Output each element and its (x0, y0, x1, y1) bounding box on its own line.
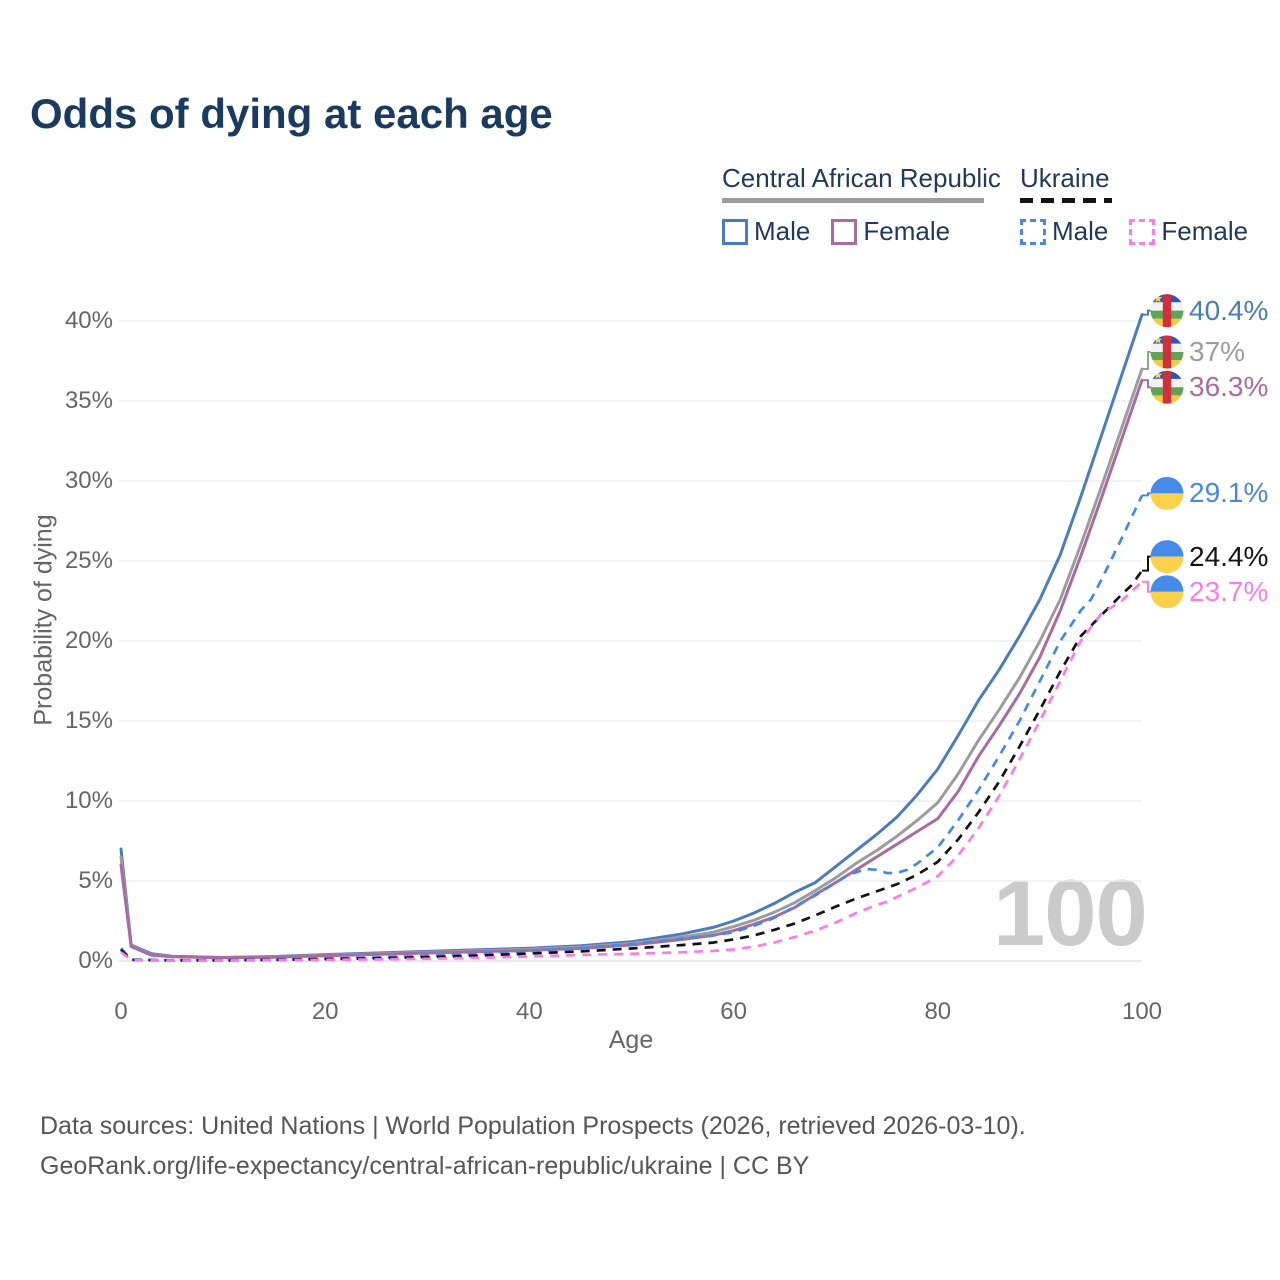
footer-data-sources: Data sources: United Nations | World Pop… (40, 1112, 1026, 1140)
flag-icon-ukraine (1150, 575, 1184, 609)
plot-area[interactable] (121, 311, 1142, 961)
legend-car-line-sample (722, 198, 984, 203)
y-tick-label-40: 40% (64, 307, 113, 334)
end-label-car-both: 37% (1189, 336, 1246, 367)
legend-item-ukraine-female[interactable]: Female (1129, 216, 1248, 247)
x-tick-label-100: 100 (1121, 998, 1163, 1025)
y-axis-title: Probability of dying (29, 514, 58, 726)
end-label-ukr-male: 29.1% (1189, 477, 1269, 509)
legend-label-ukraine-female: Female (1161, 216, 1249, 246)
end-connector-car-female (1142, 379, 1152, 389)
x-tick-label-0: 0 (114, 998, 128, 1025)
flag-icon-central-african-republic (1150, 370, 1184, 404)
end-label-car-male: 40.4% (1189, 294, 1269, 326)
y-tick-label-20: 20% (64, 627, 113, 654)
y-tick-label-0: 0% (78, 947, 113, 974)
y-tick-label-35: 35% (64, 387, 113, 414)
end-connector-car-both (1142, 351, 1152, 370)
legend-label-car-female: Female (863, 216, 951, 246)
page-title: Odds of dying at each age (30, 90, 553, 137)
x-axis-title: Age (608, 1026, 654, 1054)
y-tick-label-15: 15% (64, 707, 113, 734)
end-connector-ukr-male (1142, 492, 1152, 497)
legend-swatch-ukraine-female (1129, 218, 1156, 245)
legend-item-ukraine-male[interactable]: Male (1020, 216, 1108, 247)
legend-group-car-label[interactable]: Central African Republic (722, 163, 1001, 193)
flag-icon-ukraine (1150, 540, 1184, 574)
legend-swatch-car-male (722, 218, 748, 245)
flag-icon-central-african-republic (1150, 335, 1184, 369)
y-tick-label-10: 10% (64, 787, 113, 814)
flag-icon-central-african-republic (1150, 294, 1184, 328)
legend-swatch-ukraine-male (1020, 218, 1046, 245)
legend-label-car-male: Male (754, 216, 811, 246)
footer: Data sources: United Nations | World Pop… (40, 1106, 1026, 1186)
y-tick-label-25: 25% (64, 547, 113, 574)
series-line-ukr-both[interactable] (120, 569, 1144, 962)
x-tick-label-60: 60 (720, 998, 747, 1025)
end-label-ukr-both: 24.4% (1189, 540, 1269, 572)
legend-item-car-male[interactable]: Male (722, 216, 810, 247)
end-connector-ukr-both (1142, 555, 1152, 572)
x-tick-label-40: 40 (516, 998, 543, 1025)
legend-ukraine-line-sample (1020, 198, 1112, 203)
end-label-ukr-female: 23.7% (1189, 575, 1269, 607)
end-connector-ukr-female (1142, 580, 1152, 593)
series-line-ukr-female[interactable] (120, 580, 1143, 962)
legend-item-car-female[interactable]: Female (831, 216, 950, 247)
x-tick-label-20: 20 (311, 998, 339, 1025)
end-connector-car-male (1142, 309, 1152, 316)
x-tick-label-80: 80 (924, 998, 952, 1025)
end-label-car-female: 36.3% (1189, 371, 1269, 403)
legend-label-ukraine-male: Male (1052, 216, 1109, 246)
legend-swatch-car-female (831, 218, 858, 245)
legend-group-ukraine: Ukraine Male Female (1020, 163, 1269, 247)
flag-icon-ukraine (1150, 476, 1184, 510)
footer-attribution-url: GeoRank.org/life-expectancy/central-afri… (40, 1152, 810, 1180)
legend-group-central-african-republic: Central African Republic Male Female (722, 163, 1001, 247)
y-tick-label-5: 5% (78, 867, 113, 894)
legend-group-ukraine-label[interactable]: Ukraine (1020, 163, 1110, 193)
series-line-ukr-male[interactable] (119, 494, 1144, 962)
y-tick-label-30: 30% (64, 467, 113, 494)
